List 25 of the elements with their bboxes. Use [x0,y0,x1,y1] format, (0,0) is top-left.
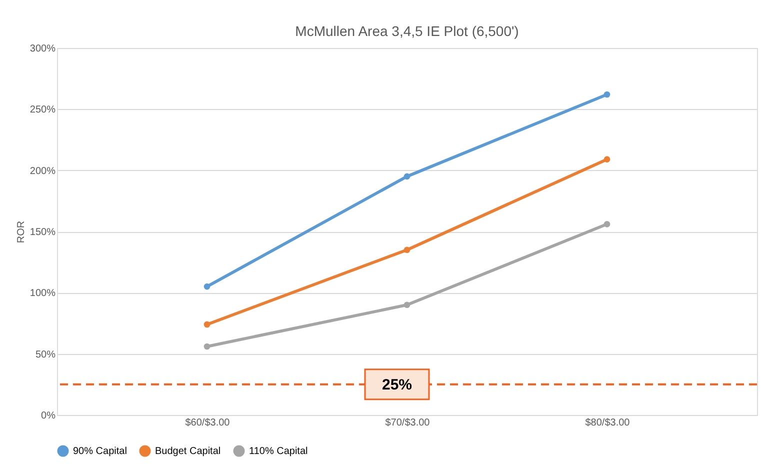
point [604,91,610,98]
y-tick-label: 100% [30,288,56,300]
y-axis-title: ROR [16,220,27,244]
x-tick-label: $80/$3.00 [585,418,630,428]
point [204,283,210,290]
point [404,173,410,180]
legend-label: 110% Capital [249,446,308,457]
y-tick-label: 200% [30,166,56,177]
legend-label: Budget Capital [155,446,221,457]
y-tick-label: 300% [30,44,56,54]
y-tick-label: 0% [41,410,56,422]
point [604,221,610,228]
y-tick-label: 50% [35,349,56,360]
chart-title: McMullen Area 3,4,5 IE Plot (6,500') [295,23,519,39]
y-tick-label: 150% [30,227,56,238]
y-tick-label: 250% [30,104,56,116]
legend-label: 90% Capital [73,446,127,457]
x-tick-label: $60/$3.00 [185,418,230,428]
point [204,343,210,350]
point [404,302,410,308]
point [204,321,210,328]
x-tick-label: $70/$3.00 [385,418,430,428]
ref-line-label: 25% [382,376,412,394]
point [404,246,410,254]
point [604,156,610,162]
